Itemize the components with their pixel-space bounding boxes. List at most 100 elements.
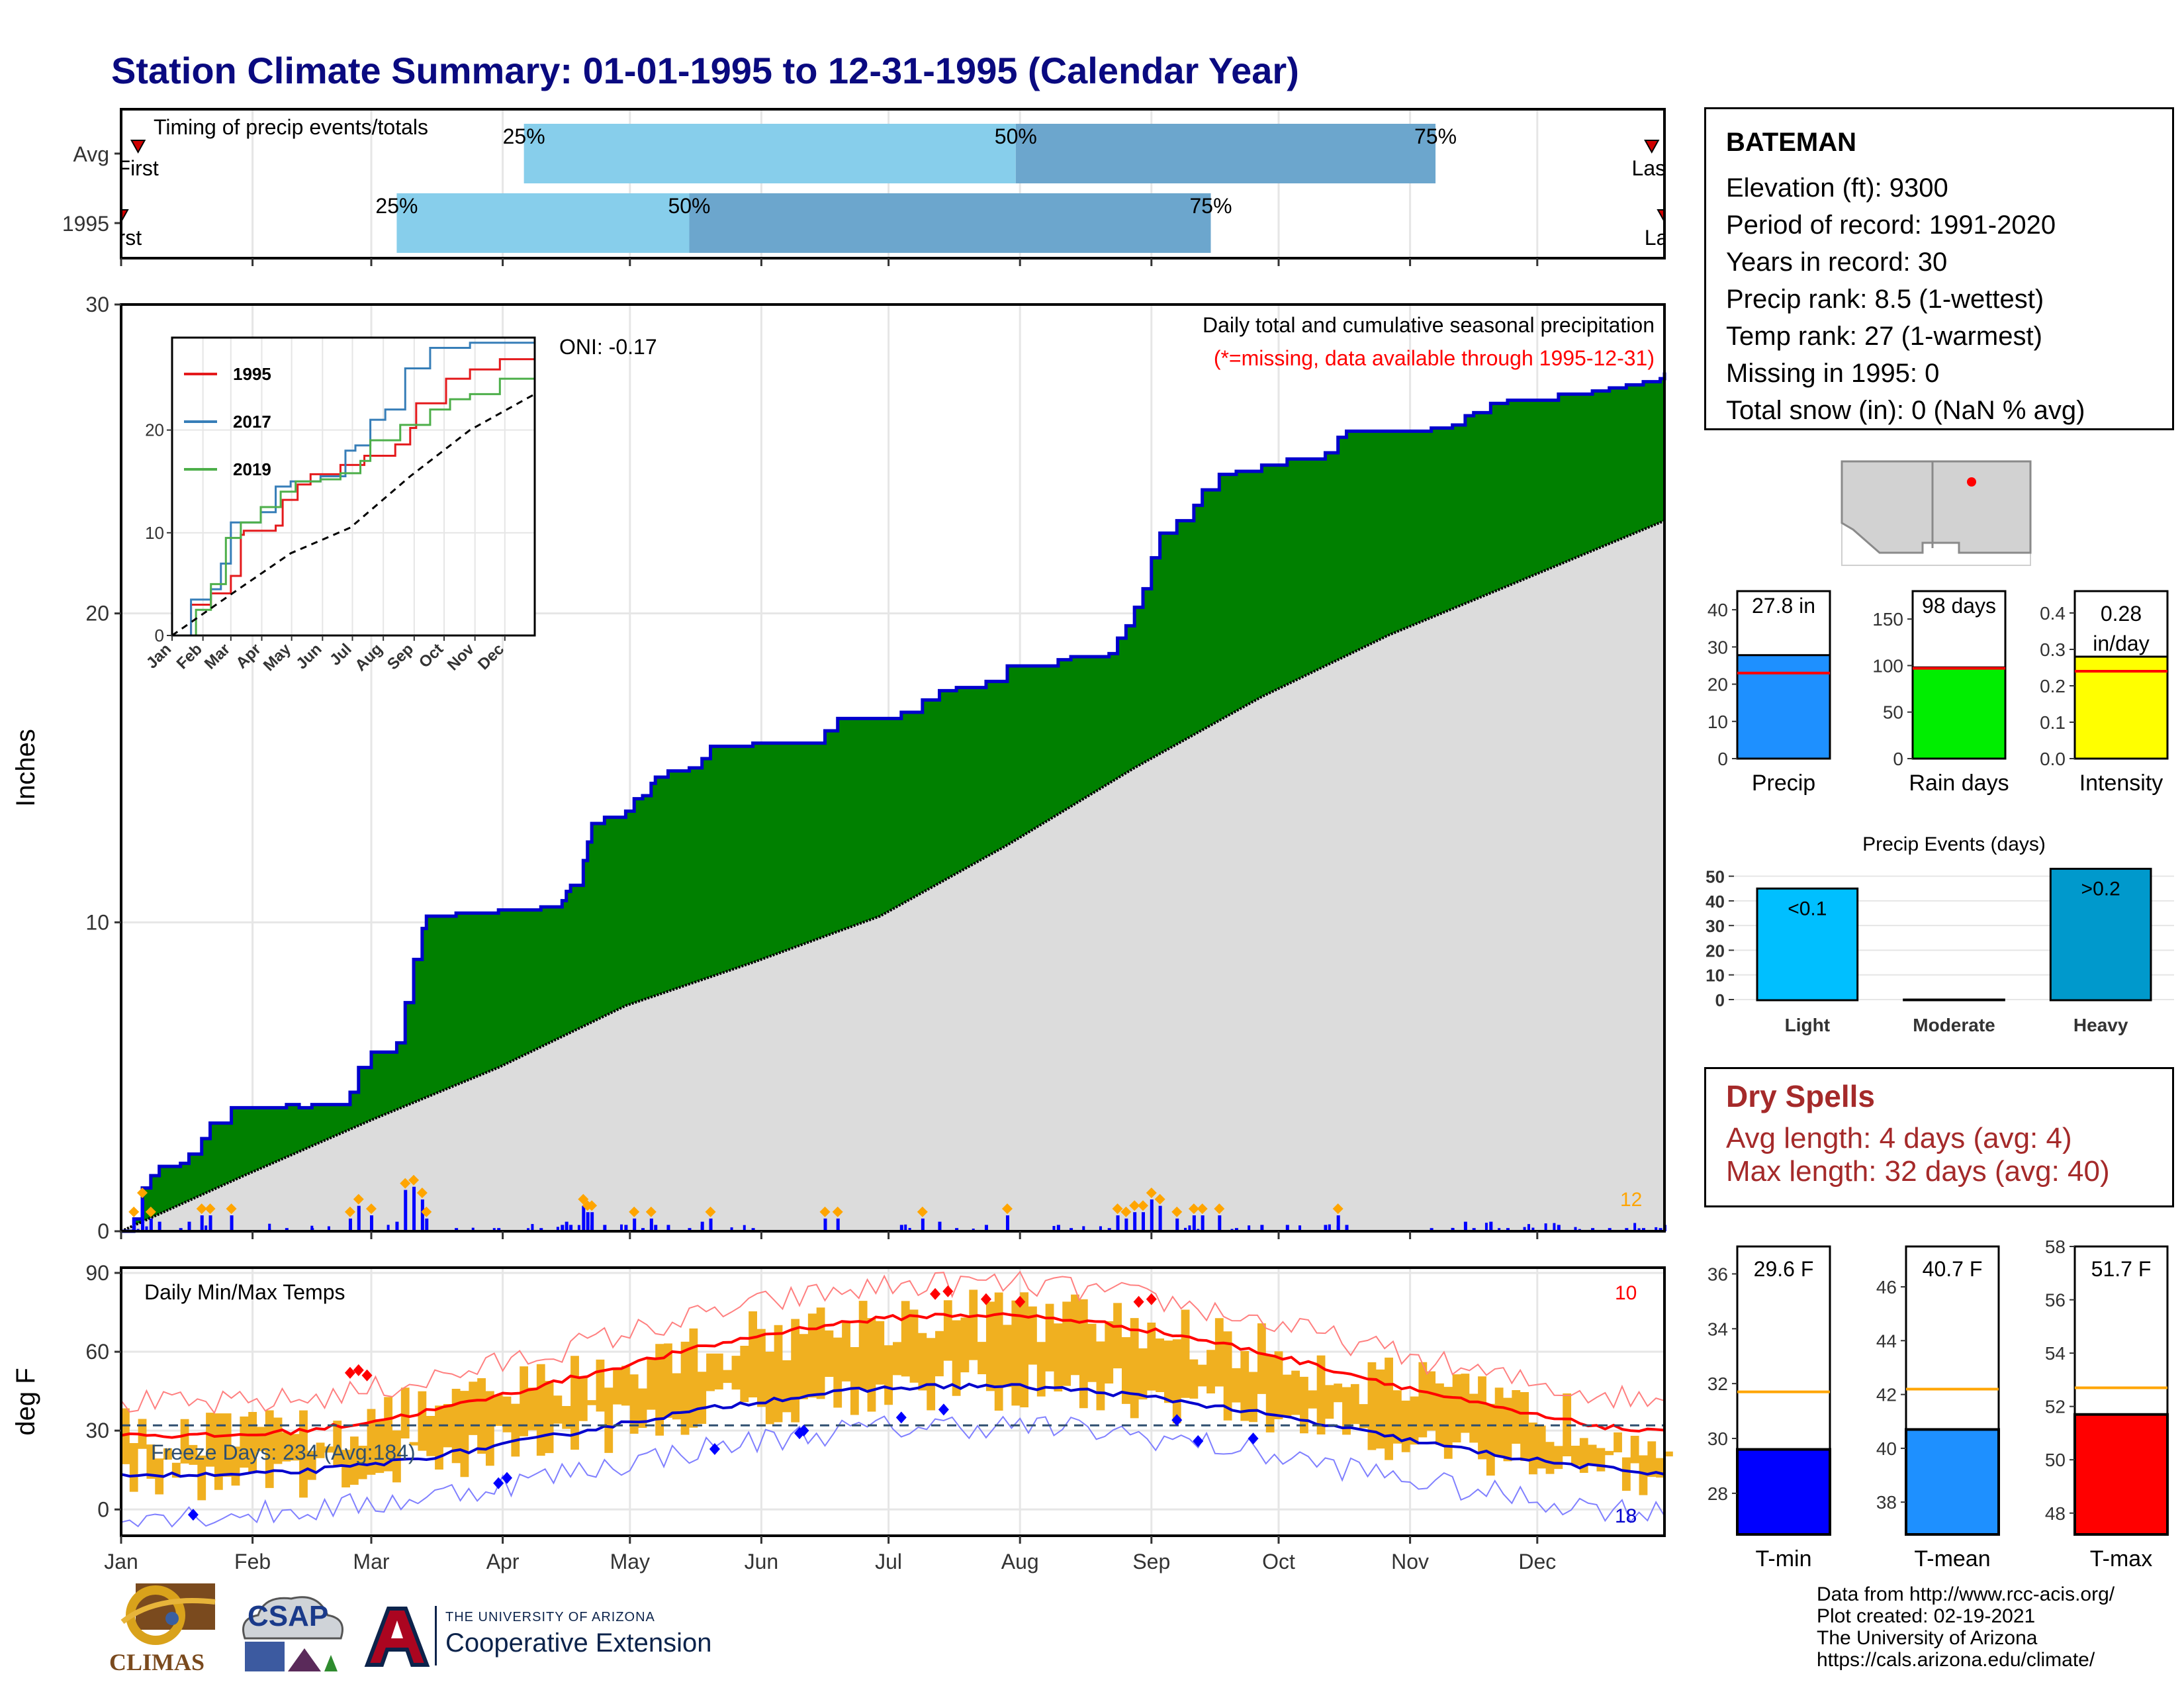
daily-precip-bar (1116, 1215, 1120, 1231)
daily-precip-bar (1625, 1228, 1629, 1231)
timing-right-mask (1664, 109, 1704, 258)
temp-ytick-label: 30 (85, 1419, 109, 1442)
record-min-line (120, 1415, 1665, 1528)
daily-precip-bar (1472, 1228, 1476, 1231)
temp-summary-ytick-label: 46 (1876, 1277, 1897, 1297)
temp-summary-ytick-label: 34 (1707, 1319, 1728, 1339)
heavy-event-marker (645, 1206, 657, 1217)
temp-summary-ytick-label: 48 (2045, 1503, 2066, 1524)
ua-logo: THE UNIVERSITY OF ARIZONA Cooperative Ex… (361, 1602, 758, 1675)
temp-summary-label: T-mean (1914, 1546, 1990, 1571)
daily-precip-bar (921, 1218, 925, 1231)
timing-p25-label: 25% (375, 194, 418, 218)
inset-series-1995 (172, 350, 536, 637)
summary-bar-ytick-label: 10 (1707, 712, 1728, 732)
daily-precip-bar (492, 1228, 496, 1231)
timing-bar-upper (1015, 124, 1436, 183)
footer-university: The University of Arizona (1817, 1627, 2038, 1649)
daily-precip-bar (556, 1227, 559, 1231)
precip-event-category: Light (1785, 1015, 1830, 1035)
temp-summary-value-text: 51.7 F (2091, 1257, 2152, 1281)
daily-precip-bar (1218, 1215, 1222, 1231)
temp-summary-ytick-label: 36 (1707, 1264, 1728, 1284)
average-max-line (120, 1312, 1665, 1439)
temp-summary-ytick-label: 44 (1876, 1331, 1897, 1351)
month-label: Mar (353, 1550, 389, 1573)
heavy-event-marker (917, 1206, 928, 1217)
temp-summary-label: T-max (2090, 1546, 2152, 1571)
heavy-event-marker (421, 1206, 432, 1217)
summary-bar-ytick-label: 20 (1707, 675, 1728, 695)
record-max-line (120, 1270, 1665, 1415)
daily-precip-bar (955, 1228, 959, 1231)
precip-cumulative-line (121, 372, 1666, 1233)
heavy-event-marker (629, 1206, 640, 1217)
heavy-event-marker (705, 1206, 716, 1217)
inset-ytick-label: 0 (155, 626, 164, 645)
daily-precip-bar (1234, 1228, 1238, 1231)
dry-spells-box: Dry Spells Avg length: 4 days (avg: 4) M… (1704, 1067, 2174, 1207)
heavy-event-marker (1001, 1203, 1013, 1214)
summary-bar-ytick-label: 40 (1707, 600, 1728, 620)
record-high-marker (344, 1366, 355, 1379)
daily-precip-bar (348, 1218, 352, 1231)
daily-precip-bar (1633, 1223, 1637, 1231)
summary-bar-ytick-label: 0.3 (2040, 639, 2066, 660)
daily-precip-bar (1005, 1215, 1009, 1231)
heavy-event-marker (1188, 1203, 1199, 1214)
timing-first-label: First (118, 156, 159, 180)
heavy-event-marker (586, 1200, 598, 1211)
daily-precip-bar (590, 1226, 594, 1231)
daily-precip-bar (743, 1225, 746, 1231)
inset-ytick-label: 20 (145, 420, 164, 440)
summary-bar-label: Intensity (2079, 771, 2163, 796)
daily-precip-bar (1192, 1215, 1196, 1231)
daily-precip-bar (455, 1228, 459, 1231)
summary-bar-ytick-label: 0.4 (2040, 603, 2066, 624)
heavy-event-marker (1112, 1203, 1123, 1214)
daily-precip-bar (666, 1225, 670, 1231)
precip-event-category: Heavy (2073, 1015, 2128, 1035)
dry-spells-max: Max length: 32 days (avg: 40) (1726, 1155, 2110, 1188)
temp-ylabel: deg F (11, 1368, 40, 1435)
record-low-marker (938, 1403, 949, 1416)
precip-missing-note: (*=missing, data available through 1995-… (1214, 346, 1655, 370)
daily-precip-bar (1099, 1226, 1102, 1231)
csap-label: CSAP (248, 1600, 329, 1632)
summary-bar-label: Rain days (1909, 771, 2009, 796)
daily-precip-bar (1175, 1218, 1179, 1231)
month-label: May (610, 1550, 650, 1573)
daily-precip-bar (285, 1228, 289, 1231)
daily-precip-bar (751, 1228, 755, 1231)
month-label: Oct (1262, 1550, 1295, 1573)
daily-precip-bar (205, 1225, 208, 1231)
precip-header: Daily total and cumulative seasonal prec… (1203, 313, 1655, 337)
daily-precip-bar (1107, 1228, 1111, 1231)
daily-precip-bar (1574, 1227, 1577, 1231)
precip-events-ytick-label: 50 (1706, 867, 1725, 887)
summary-bar-precip: 0 10 20 30 40 27.8 in Precip (1707, 590, 1831, 796)
summary-bar-ytick-label: 0 (1893, 749, 1903, 769)
precip-event-bar (2049, 867, 2152, 1002)
heavy-event-marker (1146, 1188, 1157, 1198)
month-label: Jul (875, 1550, 902, 1573)
daily-precip-bar (1523, 1227, 1526, 1231)
daily-precip-bar (1608, 1228, 1612, 1231)
daily-precip-bar (158, 1221, 161, 1231)
temp-ytick-label: 0 (97, 1497, 109, 1521)
summary-bar-value (1911, 666, 2007, 760)
location-map (1841, 460, 2032, 566)
temp-panel: Daily Min/Max Temps Freeze Days: 234 (Avg… (11, 1261, 1673, 1573)
daily-precip-bar (132, 1218, 136, 1231)
daily-precip-bar (145, 1226, 148, 1231)
station-info-box: BATEMAN Elevation (ft): 9300 Period of r… (1704, 107, 2174, 430)
heavy-event-marker (226, 1203, 237, 1214)
freeze-days-label: Freeze Days: 234 (Avg:184) (151, 1440, 416, 1464)
daily-precip-bar (569, 1225, 573, 1231)
daily-precip-bar (1544, 1223, 1547, 1231)
daily-precip-bar (1124, 1218, 1128, 1231)
heavy-event-marker (344, 1206, 355, 1217)
summary-bar-ytick-label: 0.0 (2040, 749, 2066, 769)
daily-precip-bar (709, 1218, 713, 1231)
record-low-marker (502, 1472, 512, 1484)
